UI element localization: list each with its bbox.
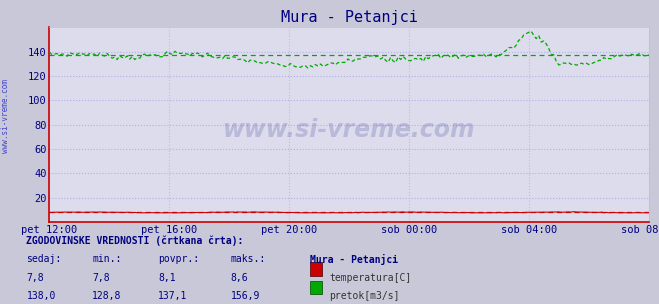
Text: maks.:: maks.: <box>231 254 266 264</box>
Text: www.si-vreme.com: www.si-vreme.com <box>223 119 476 143</box>
Text: pretok[m3/s]: pretok[m3/s] <box>330 292 400 301</box>
Text: 138,0: 138,0 <box>26 292 56 301</box>
Text: 8,1: 8,1 <box>158 273 176 283</box>
Text: 7,8: 7,8 <box>26 273 44 283</box>
Title: Mura - Petanjci: Mura - Petanjci <box>281 10 418 25</box>
Text: www.si-vreme.com: www.si-vreme.com <box>1 78 10 153</box>
Text: Mura - Petanjci: Mura - Petanjci <box>310 254 398 265</box>
Text: povpr.:: povpr.: <box>158 254 199 264</box>
Text: temperatura[C]: temperatura[C] <box>330 273 412 283</box>
Text: 137,1: 137,1 <box>158 292 188 301</box>
Text: ZGODOVINSKE VREDNOSTI (črtkana črta):: ZGODOVINSKE VREDNOSTI (črtkana črta): <box>26 236 244 246</box>
Text: 156,9: 156,9 <box>231 292 260 301</box>
Text: min.:: min.: <box>92 254 122 264</box>
Text: 128,8: 128,8 <box>92 292 122 301</box>
Text: sedaj:: sedaj: <box>26 254 61 264</box>
Text: 7,8: 7,8 <box>92 273 110 283</box>
Text: 8,6: 8,6 <box>231 273 248 283</box>
